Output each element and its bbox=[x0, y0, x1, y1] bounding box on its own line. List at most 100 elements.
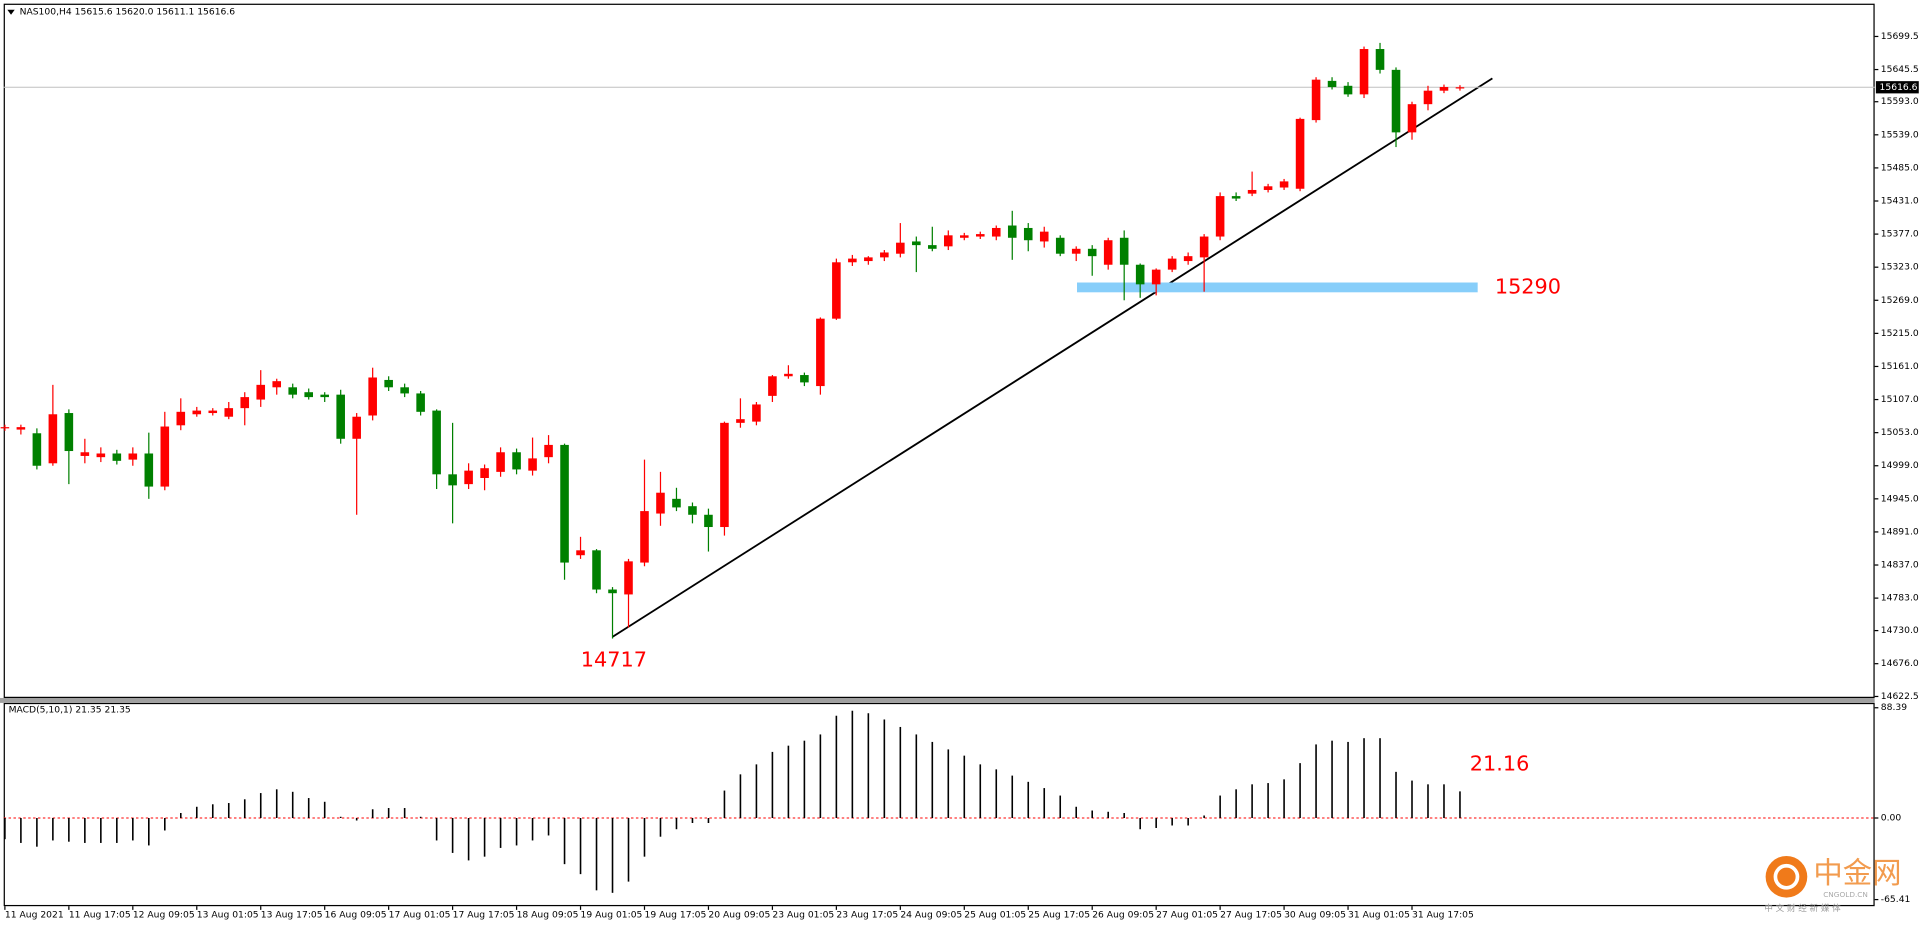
y-tick-label: 14676.0 bbox=[1881, 658, 1919, 669]
candle-body bbox=[1407, 104, 1417, 133]
y-tick-label: 15377.0 bbox=[1881, 229, 1919, 240]
y-tick-label: 15593.0 bbox=[1881, 96, 1919, 107]
x-tick-label: 11 Aug 17:05 bbox=[69, 909, 131, 920]
candle-body bbox=[736, 419, 745, 423]
candle-body bbox=[912, 241, 921, 246]
candle-body bbox=[800, 375, 809, 383]
candle-body bbox=[416, 393, 425, 412]
candle-body bbox=[1215, 196, 1225, 237]
candle-body bbox=[336, 394, 345, 439]
candle-body bbox=[304, 392, 313, 398]
logo bbox=[1765, 855, 1808, 898]
candle-body bbox=[656, 492, 665, 514]
x-tick-label: 24 Aug 09:05 bbox=[900, 909, 962, 920]
y-tick-label: 15053.0 bbox=[1881, 427, 1919, 438]
candle-body bbox=[1311, 79, 1321, 121]
candle-body bbox=[1199, 236, 1209, 258]
panel-separator bbox=[0, 698, 1875, 703]
y-tick-label: 14945.0 bbox=[1881, 493, 1919, 504]
x-tick-label: 23 Aug 17:05 bbox=[836, 909, 898, 920]
macd-annotation: 21.16 bbox=[1470, 752, 1530, 776]
candle-body bbox=[160, 426, 170, 487]
y-tick-label: 15323.0 bbox=[1881, 262, 1919, 273]
x-tick-label: 11 Aug 2021 bbox=[5, 909, 64, 920]
candle-body bbox=[1423, 90, 1433, 105]
candle-body bbox=[272, 381, 282, 388]
candle-body bbox=[464, 470, 473, 485]
candle-body bbox=[1359, 49, 1369, 95]
y-tick-label: 14837.0 bbox=[1881, 560, 1919, 571]
candle-body bbox=[688, 506, 697, 515]
candle-body bbox=[832, 262, 841, 319]
y-tick-label: 14999.0 bbox=[1881, 460, 1919, 471]
watermark-site: CNGOLD.CN bbox=[1823, 890, 1868, 899]
candle-body bbox=[752, 404, 761, 422]
y-tick-label: 15699.5 bbox=[1881, 31, 1919, 42]
candle-body bbox=[1103, 240, 1113, 265]
candle-body bbox=[1167, 258, 1177, 270]
candle-body bbox=[240, 397, 250, 409]
candle-body bbox=[1151, 269, 1161, 285]
candle-body bbox=[1119, 237, 1129, 265]
y-tick-label: -65.41 bbox=[1881, 894, 1911, 905]
candle-body bbox=[672, 498, 681, 508]
candle-body bbox=[448, 474, 457, 486]
candle-body bbox=[1327, 80, 1337, 88]
candle-body bbox=[1295, 118, 1305, 189]
candle-body bbox=[1007, 225, 1017, 238]
candle-body bbox=[991, 227, 1001, 237]
x-tick-label: 13 Aug 17:05 bbox=[261, 909, 323, 920]
candle-body bbox=[80, 452, 90, 456]
x-tick-label: 26 Aug 09:05 bbox=[1092, 909, 1154, 920]
candle-body bbox=[528, 458, 537, 471]
candle-body bbox=[432, 410, 441, 475]
candle-body bbox=[112, 453, 122, 461]
x-tick-label: 16 Aug 09:05 bbox=[325, 909, 387, 920]
candle-body bbox=[320, 394, 329, 398]
x-tick-label: 23 Aug 01:05 bbox=[772, 909, 834, 920]
candle-body bbox=[784, 373, 793, 377]
candle-body bbox=[576, 550, 585, 556]
candle-body bbox=[1455, 87, 1465, 89]
chart-title: NAS100,H4 15615.6 15620.0 15611.1 15616.… bbox=[20, 7, 236, 18]
candle-body bbox=[704, 514, 713, 528]
candle-body bbox=[960, 235, 969, 238]
watermark: 中金网 中 文 财 经 新 媒 体 CNGOLD.CN bbox=[1764, 856, 1901, 914]
candle-body bbox=[1391, 69, 1401, 133]
x-tick-label: 25 Aug 01:05 bbox=[964, 909, 1026, 920]
y-tick-label: 88.39 bbox=[1881, 702, 1907, 713]
watermark-name: 中金网 bbox=[1813, 856, 1901, 890]
candle-body bbox=[384, 379, 393, 388]
candle-body bbox=[560, 444, 569, 563]
candle-body bbox=[512, 452, 521, 470]
candle-body bbox=[816, 318, 825, 387]
candle-body bbox=[1247, 189, 1257, 194]
candle-body bbox=[1279, 181, 1289, 188]
candle-body bbox=[256, 384, 266, 400]
support-zone bbox=[1077, 282, 1478, 293]
candle-body bbox=[592, 550, 601, 590]
y-tick-label: 0.00 bbox=[1881, 813, 1902, 824]
candle-body bbox=[944, 235, 953, 247]
y-tick-label: 14783.0 bbox=[1881, 593, 1919, 604]
candle-body bbox=[1039, 231, 1049, 242]
candle-body bbox=[144, 453, 154, 487]
logo-mark bbox=[1773, 863, 1800, 890]
y-tick-label: 15485.0 bbox=[1881, 162, 1919, 173]
candle-body bbox=[848, 258, 857, 263]
y-tick-label: 15107.0 bbox=[1881, 394, 1919, 405]
candle-body bbox=[1055, 237, 1065, 254]
x-tick-label: 19 Aug 01:05 bbox=[581, 909, 643, 920]
candle-body bbox=[880, 252, 889, 258]
macd-frame bbox=[3, 702, 1875, 907]
candle-body bbox=[400, 387, 409, 394]
candle-body bbox=[1231, 196, 1241, 199]
candle-body bbox=[32, 433, 42, 466]
candle-body bbox=[1439, 87, 1449, 91]
y-tick-label: 15645.5 bbox=[1881, 64, 1919, 75]
candle-body bbox=[1263, 186, 1273, 190]
candle-body bbox=[1087, 248, 1097, 257]
candle-body bbox=[1135, 264, 1145, 285]
candle-body bbox=[544, 444, 553, 458]
